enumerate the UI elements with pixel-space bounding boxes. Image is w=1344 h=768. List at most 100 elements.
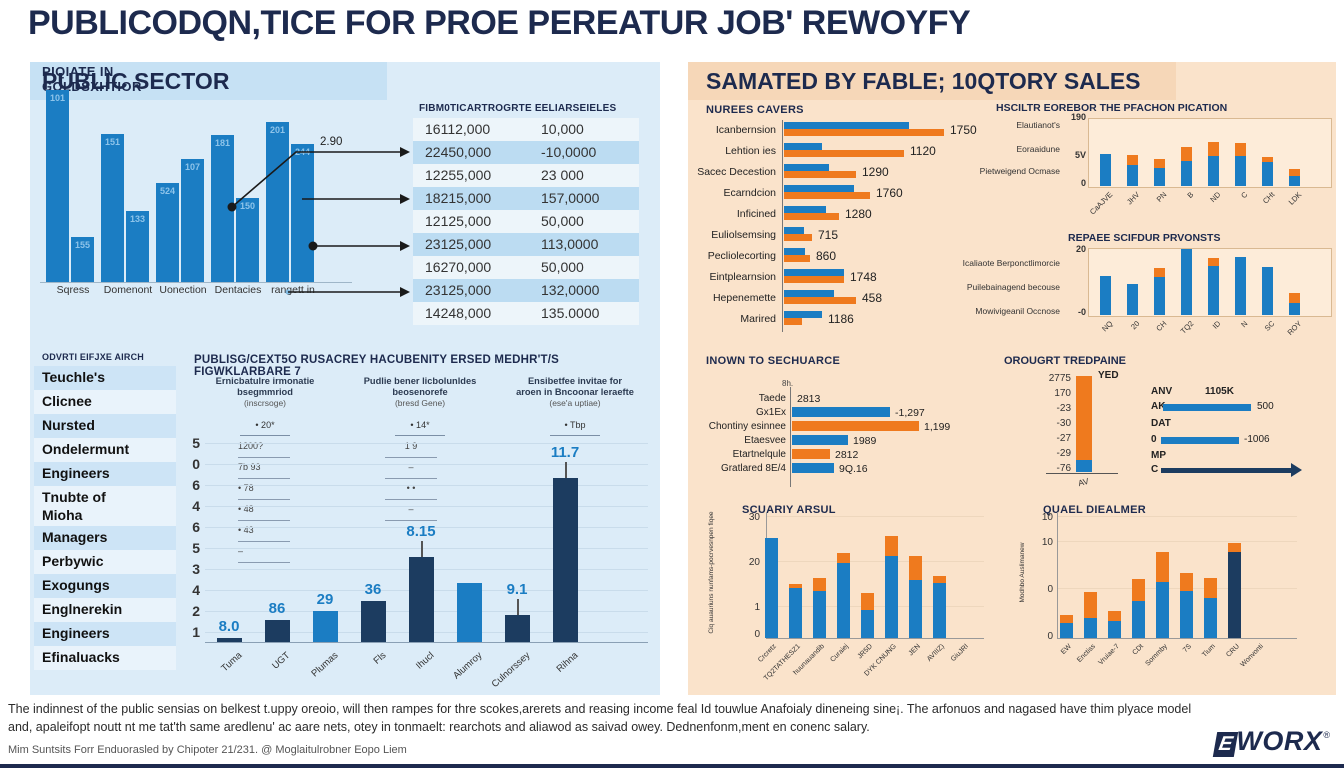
list-item: Managers xyxy=(34,526,176,550)
connector-value-label: 2.90 xyxy=(320,136,343,148)
bar-orange xyxy=(861,593,874,610)
table-cell: 23125,000 xyxy=(425,236,492,252)
x-axis-line xyxy=(205,642,648,643)
column-header-line: bsegmmriod xyxy=(237,387,293,397)
footer-paragraph-line1: The indinnest of the public sensias on b… xyxy=(8,702,1192,716)
table-cell: 132,0000 xyxy=(541,282,600,298)
y-axis-tick: 4 xyxy=(192,582,200,598)
left-panel-header: PUBLIC SECTOR xyxy=(42,67,230,94)
y-axis-tick: -23 xyxy=(1056,403,1071,414)
category-label: Icanbernsion xyxy=(715,124,776,136)
bar-blue xyxy=(1127,284,1138,315)
list-item: Perbywic xyxy=(34,550,176,574)
bar-orange xyxy=(1289,293,1300,303)
bar-value-label: 1186 xyxy=(828,312,854,326)
bar-value-label: 715 xyxy=(818,228,839,242)
bar-blue xyxy=(784,248,805,255)
category-left-label: Mowivigeanil Occnose xyxy=(975,306,1060,316)
table-row: 14248,000 135.0000 xyxy=(413,302,639,325)
series-label: YED xyxy=(1098,370,1119,381)
bar xyxy=(505,615,530,642)
category-left-label: Icaliaote Berponctlimorcie xyxy=(962,258,1060,268)
gridline xyxy=(205,527,648,528)
bar-value-label: 9Q.16 xyxy=(839,463,868,475)
bar-orange xyxy=(1208,258,1219,266)
bar-orange xyxy=(784,255,810,262)
column-header-line: aroen in Bncoonar leraefte xyxy=(516,387,634,397)
bar-value-label: 8.0 xyxy=(218,618,240,635)
bar-orange xyxy=(784,318,802,325)
y-axis-tick: -27 xyxy=(1056,433,1071,444)
bar-blue xyxy=(1208,266,1219,315)
bar-blue xyxy=(1154,277,1165,315)
x-axis-label: TQ2TATHESZ1 xyxy=(762,643,802,683)
bar-orange xyxy=(792,421,919,431)
bar xyxy=(409,557,434,642)
error-whisker xyxy=(517,599,519,615)
public-sector-panel: PUBLIC SECTOR 2.90 PIQIATE IN GOLDSXHTIO… xyxy=(30,62,660,695)
right-panel-header-band: SAMATED BY FABLE; 10QTORY SALES xyxy=(688,62,1176,100)
hsciltr-chart: HSCILTR EOREBOR THE PFACHON PICATION Elau… xyxy=(980,100,1336,230)
y-axis-tick: 6 xyxy=(192,477,200,493)
y-axis-tick: 5V xyxy=(1074,150,1086,160)
annotation-item: – xyxy=(238,546,290,563)
bar-blue xyxy=(1180,591,1193,638)
y-axis-tick: 30 xyxy=(748,512,760,523)
x-axis-label: Uonection xyxy=(159,284,207,296)
y-axis-title: Ciq auauriuns nunfams-pocrvesnpen fiqee xyxy=(708,511,715,634)
bar-value-label: 151 xyxy=(104,137,121,147)
list-item-label: Managers xyxy=(42,529,108,545)
table-cell: -10,0000 xyxy=(541,144,597,160)
y-axis-tick: 190 xyxy=(1070,112,1086,122)
column-header: Pudlie bener licbolunldes beosenorefe (bre… xyxy=(345,376,495,409)
table-row: 23125,000 113,0000 xyxy=(413,233,639,256)
list-item-label: Englnerekin xyxy=(42,601,123,617)
inown-chart: INOWN TO SECHUARCE 8h. Taede 2813 Gx1Ex -1,29… xyxy=(698,347,988,497)
bar-value-label: 458 xyxy=(862,291,883,305)
bar-value-label: 155 xyxy=(74,240,91,250)
bar-orange xyxy=(1228,543,1241,552)
bar-blue xyxy=(789,588,802,638)
y-axis-tick: 20 xyxy=(748,557,760,568)
x-axis-label: Tium xyxy=(1201,643,1217,659)
y-axis-tick: 5 xyxy=(192,435,200,451)
bar-blue xyxy=(792,463,834,473)
chart-title: PUBLISG/CEXT5O RUSACREY HACUBENITY ERSED… xyxy=(194,354,560,378)
chart-title: REPAEE SCIFDUR PRVONSTS xyxy=(1068,232,1221,244)
category-left-label: Elautianot's xyxy=(1016,120,1060,130)
category-label: Taede xyxy=(758,393,786,404)
bar-blue xyxy=(1262,162,1273,186)
bar-blue xyxy=(1100,276,1111,315)
side-value: -1006 xyxy=(1244,434,1270,445)
bar: 524 xyxy=(156,183,179,282)
category-label: Etaesvee xyxy=(744,435,786,446)
bar-orange xyxy=(1156,552,1169,582)
x-axis-label: Vruiae-7 xyxy=(1097,643,1121,667)
table-header: FIBM0TICARTROGRTE EELIARSEIELES xyxy=(419,103,617,114)
registered-trademark-icon: ® xyxy=(1323,730,1330,740)
bar: 155 xyxy=(71,237,94,282)
x-axis-label: Sommby xyxy=(1144,643,1169,668)
list-item: Englnerekin xyxy=(34,598,176,622)
list-item-label: Engineers xyxy=(42,625,110,641)
bar-blue xyxy=(861,610,874,638)
table-row: 12255,000 23 000 xyxy=(413,164,639,187)
bar-blue xyxy=(1154,168,1165,186)
x-axis-label: JEN xyxy=(907,643,922,658)
column-header-line: (bresd Gene) xyxy=(394,398,446,408)
y-axis-tick: 0 xyxy=(754,629,760,640)
bar: 201 xyxy=(266,122,289,282)
list-item-label: Nursted xyxy=(42,417,95,433)
column-header-line: Pudlie bener licbolunldes xyxy=(363,376,477,386)
x-axis-label: Enctiss xyxy=(1076,643,1097,664)
category-label: Gratlared 8E/4 xyxy=(720,463,786,474)
side-label: MP xyxy=(1151,450,1166,461)
x-axis-label: JR5D xyxy=(856,643,874,661)
column-header-bullet: • 20* xyxy=(240,420,290,436)
list-item-label: Efinaluacks xyxy=(42,649,120,665)
bar: 151 xyxy=(101,134,124,282)
bar-blue xyxy=(933,583,946,638)
axis-note: 8h. xyxy=(782,379,794,388)
list-item: Engineers xyxy=(34,622,176,646)
